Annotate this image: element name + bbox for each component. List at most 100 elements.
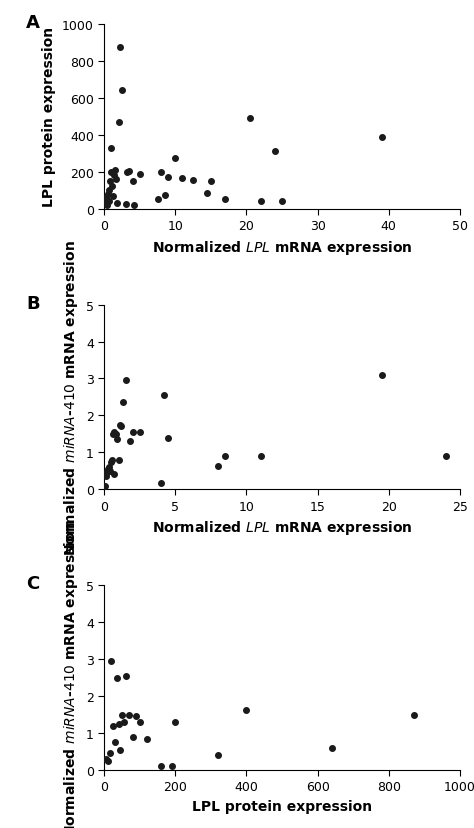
Point: [257, 450, 264, 463]
Point: [117, 743, 124, 756]
Point: [112, 428, 119, 441]
Point: [129, 730, 137, 744]
Point: [122, 198, 129, 211]
Point: [122, 669, 129, 682]
Point: [105, 184, 112, 197]
Point: [109, 720, 117, 733]
Point: [105, 195, 113, 209]
Point: [271, 146, 279, 159]
Point: [115, 717, 122, 730]
Point: [102, 466, 110, 479]
Point: [102, 197, 109, 210]
X-axis label: Normalized $\it{LPL}$ mRNA expression: Normalized $\it{LPL}$ mRNA expression: [152, 518, 412, 537]
Point: [123, 166, 131, 179]
Point: [120, 715, 128, 729]
Point: [130, 199, 138, 212]
Point: [102, 753, 110, 766]
Point: [243, 704, 250, 717]
Point: [168, 759, 175, 773]
Point: [214, 749, 222, 762]
Point: [116, 41, 124, 55]
Point: [105, 461, 112, 474]
Point: [122, 374, 129, 388]
Point: [108, 455, 115, 469]
Point: [118, 84, 126, 98]
Text: C: C: [26, 575, 39, 593]
Point: [257, 195, 264, 208]
Point: [107, 166, 115, 179]
Point: [126, 435, 134, 448]
Point: [103, 199, 111, 212]
Point: [119, 397, 127, 410]
Point: [112, 173, 119, 186]
Point: [101, 479, 109, 493]
X-axis label: Normalized $\it{LPL}$ mRNA expression: Normalized $\it{LPL}$ mRNA expression: [152, 238, 412, 256]
Point: [125, 708, 133, 721]
Point: [115, 116, 122, 129]
Point: [172, 152, 179, 166]
Point: [214, 460, 222, 474]
Point: [111, 164, 118, 177]
Y-axis label: Normalized $\it{miRNA}$-$\it{410}$ mRNA expression: Normalized $\it{miRNA}$-$\it{410}$ mRNA …: [62, 520, 80, 828]
Point: [104, 188, 112, 201]
Text: B: B: [26, 294, 40, 312]
Point: [115, 454, 122, 467]
Point: [207, 175, 215, 188]
Point: [113, 433, 121, 446]
Point: [102, 470, 109, 484]
Point: [164, 171, 172, 185]
Point: [125, 165, 133, 178]
Point: [113, 197, 121, 210]
Point: [129, 175, 137, 188]
Point: [118, 708, 126, 721]
Point: [104, 754, 112, 768]
Point: [378, 368, 385, 382]
Point: [442, 450, 449, 463]
Point: [110, 469, 118, 482]
Point: [136, 169, 144, 182]
Point: [106, 465, 114, 478]
Point: [160, 389, 168, 402]
Point: [246, 113, 254, 126]
Point: [154, 194, 161, 207]
Point: [157, 166, 165, 179]
Point: [129, 426, 137, 439]
Point: [132, 710, 140, 723]
Point: [136, 426, 144, 439]
Point: [108, 655, 115, 668]
Point: [116, 418, 124, 431]
Point: [103, 465, 111, 478]
Point: [118, 421, 125, 434]
Point: [328, 741, 336, 754]
Point: [143, 732, 151, 745]
Point: [109, 170, 117, 183]
Point: [102, 191, 110, 205]
Point: [161, 189, 169, 202]
Point: [221, 194, 229, 207]
Point: [136, 715, 144, 729]
Text: A: A: [26, 14, 40, 31]
Y-axis label: LPL protein expression: LPL protein expression: [43, 27, 56, 207]
Y-axis label: Normalized $\it{miRNA}$-$\it{410}$ mRNA expression: Normalized $\it{miRNA}$-$\it{410}$ mRNA …: [62, 239, 80, 556]
Point: [113, 672, 120, 685]
Point: [172, 715, 179, 729]
Point: [108, 181, 116, 194]
Point: [179, 172, 186, 185]
Point: [203, 187, 211, 200]
Point: [278, 195, 286, 209]
Point: [378, 131, 385, 144]
Point: [106, 175, 114, 188]
Point: [164, 431, 172, 445]
Point: [109, 428, 117, 441]
Point: [157, 477, 165, 490]
Point: [189, 174, 197, 187]
Point: [101, 194, 109, 207]
X-axis label: LPL protein expression: LPL protein expression: [192, 799, 372, 813]
Point: [410, 708, 417, 721]
Point: [157, 759, 165, 773]
Point: [109, 190, 117, 203]
Point: [108, 454, 116, 467]
Point: [111, 736, 118, 749]
Point: [221, 450, 229, 463]
Point: [106, 747, 113, 760]
